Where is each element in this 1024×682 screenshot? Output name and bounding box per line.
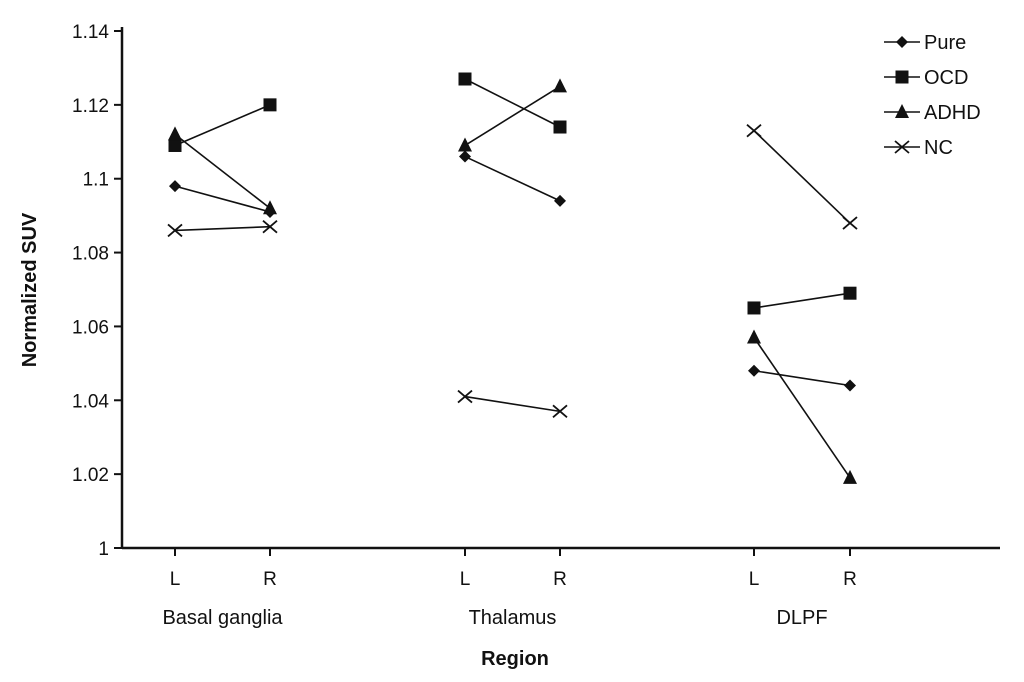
legend-nc-label: NC — [924, 137, 953, 159]
nc-point — [262, 220, 278, 234]
adhd-point — [458, 137, 472, 152]
nc-segment — [753, 130, 851, 224]
ocd-segment — [753, 292, 851, 309]
x-axis-title: Region — [481, 648, 549, 670]
y-ticks: 1 1.02 1.04 1.06 1.08 1.1 1.12 1.14 — [72, 22, 122, 560]
y-tick-label: 1.04 — [72, 391, 109, 412]
y-tick-label: 1.12 — [72, 96, 109, 117]
pure-point — [459, 150, 471, 163]
y-tick-label: 1.1 — [83, 170, 109, 191]
nc-point — [457, 389, 473, 404]
ocd-point — [747, 301, 761, 315]
nc-point — [746, 124, 762, 138]
pure-point — [554, 194, 566, 207]
legend-adhd-label: ADHD — [924, 102, 981, 124]
y-tick-label: 1.08 — [72, 244, 109, 265]
x-tick-label: L — [749, 569, 760, 590]
adhd-point — [168, 126, 182, 141]
pure-segment — [174, 185, 271, 213]
legend-pure-label: Pure — [924, 32, 966, 54]
adhd-segment — [464, 85, 561, 147]
y-tick-label: 1.02 — [72, 465, 109, 486]
adhd-segment — [174, 133, 271, 209]
group-label: Basal ganglia — [162, 607, 283, 629]
x-tick-label: R — [263, 569, 277, 590]
x-tick-label: R — [553, 569, 567, 590]
adhd-point — [263, 200, 277, 215]
nc-segment — [174, 225, 271, 232]
adhd-segment — [753, 337, 851, 479]
x-tick-label: R — [843, 569, 857, 590]
ocd-point — [263, 98, 277, 112]
pure-point — [169, 180, 181, 193]
ocd-point — [168, 138, 182, 152]
ocd-segment — [174, 104, 271, 147]
nc-segment — [464, 395, 561, 413]
ocd-segment — [464, 78, 561, 128]
pure-segment — [464, 155, 561, 202]
legend-ocd-label: OCD — [924, 67, 968, 89]
group-label: Thalamus — [469, 607, 557, 629]
y-tick-label: 1 — [98, 539, 109, 560]
adhd-point — [553, 78, 567, 93]
legend-pure-marker — [896, 36, 908, 48]
legend: Pure OCD ADHD NC — [884, 32, 981, 159]
series — [167, 72, 858, 484]
nc-point — [842, 216, 858, 230]
pure-segment — [753, 369, 851, 387]
ocd-point — [458, 72, 472, 86]
pure-point — [844, 379, 856, 392]
ocd-point — [843, 286, 857, 300]
legend-ocd-marker — [895, 70, 909, 84]
nc-point — [167, 223, 183, 238]
nc-point — [552, 404, 568, 419]
group-label: DLPF — [776, 607, 827, 629]
adhd-point — [747, 329, 761, 344]
adhd-point — [843, 469, 857, 484]
y-tick-label: 1.14 — [72, 22, 109, 43]
x-ticks: L R Basal ganglia L R Thalamus L R DLPF — [162, 548, 857, 629]
x-tick-label: L — [460, 569, 471, 590]
y-axis-title: Normalized SUV — [19, 212, 41, 367]
legend-adhd-marker — [895, 104, 909, 118]
ocd-point — [553, 120, 567, 134]
axes — [120, 27, 1000, 550]
pure-point — [748, 364, 760, 377]
x-tick-label: L — [170, 569, 181, 590]
legend-nc-marker — [894, 140, 910, 154]
y-tick-label: 1.06 — [72, 317, 109, 338]
